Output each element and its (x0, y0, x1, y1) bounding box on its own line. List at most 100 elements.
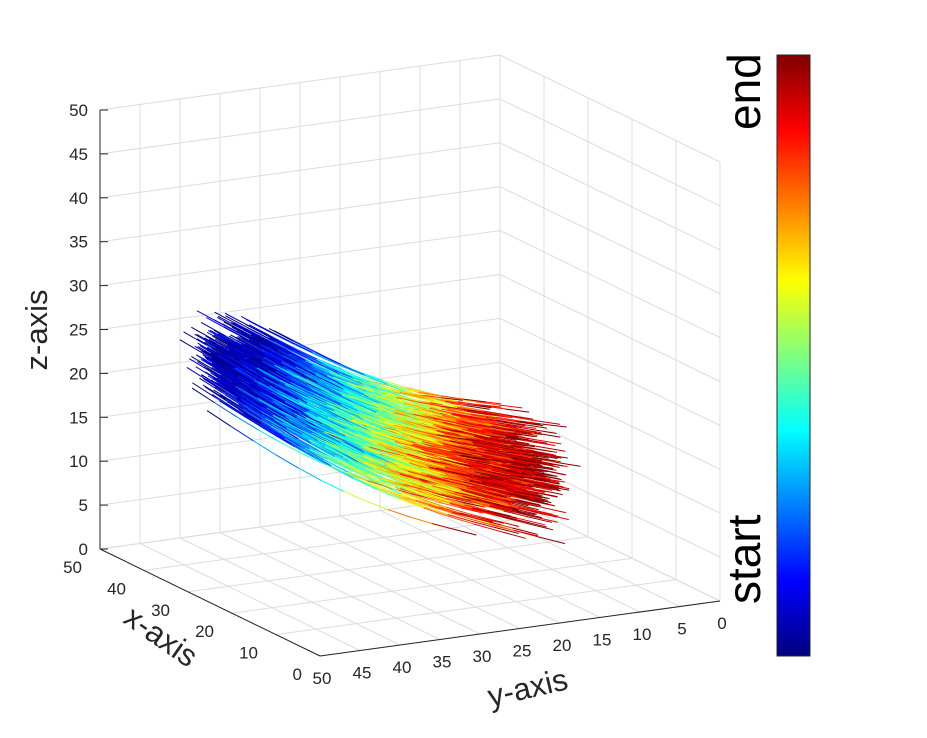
grid-line (419, 504, 641, 613)
streamline-segment (523, 495, 548, 501)
streamline-segment (282, 346, 307, 359)
streamline-segment (206, 410, 231, 427)
streamline-segment (217, 317, 240, 330)
streamline-segment (433, 401, 458, 408)
streamline-segment (463, 398, 487, 403)
streamline-segment (250, 331, 277, 346)
streamline-segment (513, 529, 540, 538)
streamline-segment (202, 354, 226, 369)
streamline-segment (225, 345, 251, 361)
streamline-segment (265, 418, 289, 432)
streamline-segment (252, 440, 277, 456)
streamline-segment (448, 511, 472, 520)
streamline-segment (214, 396, 239, 412)
streamline-segment (275, 454, 300, 469)
streamline-segment (293, 343, 318, 356)
streamline-segment (519, 439, 544, 444)
streamline-segment (244, 416, 271, 433)
streamline-segment (406, 387, 431, 394)
streamlines-bundle (179, 310, 581, 544)
streamline-segment (431, 523, 455, 530)
streamline-segment (453, 528, 477, 536)
streamline-segment (214, 311, 239, 325)
streamline-segment (239, 395, 262, 410)
streamline-segment (418, 391, 442, 397)
streamline-segment (430, 506, 453, 514)
streamline-segment (348, 471, 372, 482)
streamline-segment (375, 379, 402, 391)
grid-line (99, 98, 501, 155)
streamline-segment (261, 406, 286, 422)
streamline-segment (211, 367, 235, 382)
streamline-segment (183, 331, 207, 346)
grid-line (499, 98, 721, 207)
streamline-segment (482, 425, 507, 430)
streamline-segment (320, 480, 345, 492)
streamline-segment (530, 428, 557, 434)
grid-line (99, 142, 501, 199)
streamline-segment (494, 504, 519, 511)
streamline-segment (515, 428, 542, 434)
streamline-segment (359, 371, 384, 382)
streamline-segment (487, 510, 512, 517)
grid-line (139, 543, 361, 651)
streamline-segment (199, 377, 223, 393)
streamline-segment (481, 405, 506, 410)
streamline-segment (410, 483, 435, 492)
streamline-segment (248, 408, 273, 425)
streamline-segment (532, 461, 560, 468)
streamline-segment (251, 334, 277, 349)
streamline-segment (470, 518, 495, 526)
grid-line (299, 521, 521, 629)
grid-line (219, 532, 441, 640)
streamline-segment (521, 423, 547, 429)
streamline-segment (275, 424, 300, 440)
streamline-segment (441, 408, 465, 415)
streamline-segment (504, 439, 530, 445)
streamline-segment (459, 420, 484, 426)
streamline-segment (541, 477, 565, 483)
streamline-segment (237, 404, 263, 421)
streamline-segment (441, 397, 463, 401)
streamline-segment (383, 380, 408, 389)
streamline-segment (342, 369, 367, 379)
streamline-segment (269, 331, 295, 345)
streamline-segment (323, 459, 349, 473)
streamline-segment (408, 400, 434, 409)
streamline-segment (519, 518, 546, 526)
streamline-segment (464, 417, 491, 424)
streamline-segment (240, 336, 268, 352)
grid-line (499, 317, 721, 426)
streamline-segment (223, 321, 248, 335)
grid-line (259, 526, 481, 635)
streamline-segment (543, 453, 568, 459)
streamline-segment (532, 454, 558, 459)
streamline-segment (496, 416, 521, 422)
streamline-segment (200, 350, 223, 364)
streamline-segment (519, 420, 544, 425)
streamline-segment (343, 490, 367, 502)
streamline-segment (415, 499, 439, 508)
streamline-segment (409, 516, 433, 525)
streamline-segment (437, 501, 462, 509)
streamline-segment (243, 405, 267, 420)
streamline-segment (319, 359, 344, 371)
streamline-segment (212, 362, 236, 378)
grid-line (99, 54, 501, 111)
streamline-segment (538, 536, 565, 544)
streamline-segment (365, 500, 389, 511)
streamline-segment (317, 449, 342, 463)
streamline-segment (221, 391, 245, 407)
streamline-segment (460, 507, 484, 514)
streamline-segment (542, 423, 567, 428)
streamline-segment (445, 497, 472, 507)
grid-line (499, 186, 721, 295)
streamline-segment (507, 487, 532, 494)
streamline-segment (463, 413, 487, 418)
streamline-segment (413, 409, 438, 417)
streamline-segment (506, 424, 532, 430)
streamline-segment (332, 458, 356, 470)
streamline-segment (298, 467, 322, 481)
streamline-segment (459, 512, 483, 519)
